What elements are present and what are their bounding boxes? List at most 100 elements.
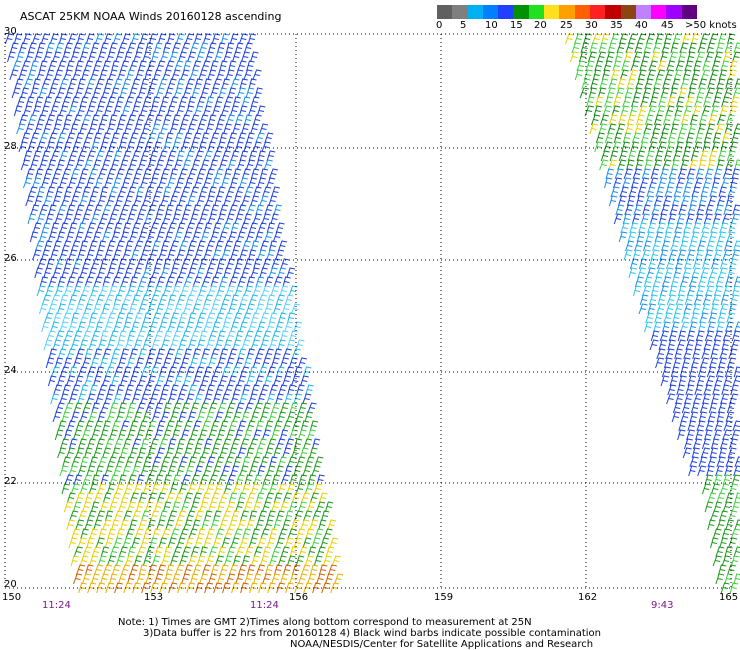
wind-barb xyxy=(706,465,715,477)
wind-barb xyxy=(25,123,35,135)
wind-barb xyxy=(109,258,118,270)
wind-barb xyxy=(231,510,240,522)
wind-barb xyxy=(690,312,700,324)
wind-barb xyxy=(636,150,645,162)
wind-barb xyxy=(278,312,287,324)
wind-barb xyxy=(103,105,113,117)
wind-barb xyxy=(689,114,699,126)
wind-barb xyxy=(257,438,267,450)
wind-barb xyxy=(124,555,134,567)
wind-barb xyxy=(160,483,170,495)
wind-barb xyxy=(80,384,89,396)
wind-barb xyxy=(84,492,94,504)
wind-barb xyxy=(113,465,122,477)
wind-barb xyxy=(641,51,651,63)
wind-barb xyxy=(75,276,85,288)
wind-barb xyxy=(255,420,264,432)
wind-barb xyxy=(144,357,154,369)
wind-barb xyxy=(142,51,152,63)
wind-barb xyxy=(65,87,74,99)
wind-barb xyxy=(694,177,704,189)
wind-barb xyxy=(122,537,132,549)
wind-barb xyxy=(93,348,103,360)
wind-barb xyxy=(181,474,191,486)
wind-barb xyxy=(688,465,697,477)
wind-barb xyxy=(298,402,308,414)
wind-barb xyxy=(289,546,298,558)
wind-barb xyxy=(248,438,259,450)
wind-barb xyxy=(217,546,227,558)
wind-barb xyxy=(97,267,106,279)
wind-barb xyxy=(181,258,191,270)
wind-barb xyxy=(20,159,30,171)
wind-barb xyxy=(230,222,240,234)
wind-barb xyxy=(167,393,177,405)
wind-barb xyxy=(63,357,72,369)
wind-barb xyxy=(611,105,621,117)
wind-barb xyxy=(312,582,321,594)
wind-barb xyxy=(89,456,98,468)
wind-barb xyxy=(716,519,726,531)
wind-barb xyxy=(680,411,690,423)
wind-barb xyxy=(205,555,215,567)
wind-barb xyxy=(25,195,35,207)
wind-barb xyxy=(95,249,104,261)
wind-barb xyxy=(266,465,276,477)
wind-barb xyxy=(75,420,85,432)
wind-barb xyxy=(223,411,233,423)
wind-barb xyxy=(576,60,586,72)
wind-barb xyxy=(659,51,669,63)
wind-barb xyxy=(325,546,335,558)
wind-barb xyxy=(75,60,84,72)
wind-barb xyxy=(253,114,262,126)
wind-barb xyxy=(34,168,44,180)
wind-barb xyxy=(82,330,92,342)
wind-barb xyxy=(595,96,604,108)
wind-barb xyxy=(705,375,715,387)
wind-barb xyxy=(641,168,651,180)
wind-barb xyxy=(97,555,107,567)
wind-barb xyxy=(174,447,184,459)
wind-barb xyxy=(103,177,114,189)
wind-barb xyxy=(183,132,193,144)
wind-barb xyxy=(280,258,290,270)
wind-barb xyxy=(246,447,255,459)
wind-barb xyxy=(192,60,202,72)
wind-barb xyxy=(180,69,190,81)
wind-barb xyxy=(219,348,229,360)
wind-barb xyxy=(111,564,121,576)
wind-barb xyxy=(679,240,689,252)
wind-barb xyxy=(100,402,110,414)
wind-barb xyxy=(233,384,242,396)
wind-barb xyxy=(185,249,195,261)
wind-barb xyxy=(676,213,686,225)
wind-barb xyxy=(48,276,58,288)
wind-barb xyxy=(99,42,109,54)
wind-barb xyxy=(212,465,222,477)
wind-barb xyxy=(95,150,105,162)
wind-barb xyxy=(233,456,242,468)
wind-barb xyxy=(266,537,276,549)
wind-barb xyxy=(88,483,98,495)
wind-barb xyxy=(189,501,200,513)
wind-barb xyxy=(247,105,258,117)
wind-barb xyxy=(84,564,94,576)
wind-barb xyxy=(693,294,704,306)
wind-barb xyxy=(99,429,109,441)
wind-barb xyxy=(61,411,70,423)
wind-barb xyxy=(124,339,134,351)
wind-barb xyxy=(728,222,737,234)
wind-barb xyxy=(96,510,106,522)
wind-barb xyxy=(194,78,203,90)
wind-barb xyxy=(203,222,213,234)
wind-barb xyxy=(672,114,682,126)
wind-barb xyxy=(241,267,250,279)
wind-barb xyxy=(298,474,307,486)
wind-barb xyxy=(721,132,731,144)
wind-barb xyxy=(93,447,103,459)
wind-barb xyxy=(666,141,675,153)
wind-barb xyxy=(196,339,206,351)
wind-barb xyxy=(685,96,695,108)
wind-barb xyxy=(176,78,185,90)
wind-barb xyxy=(268,195,278,207)
